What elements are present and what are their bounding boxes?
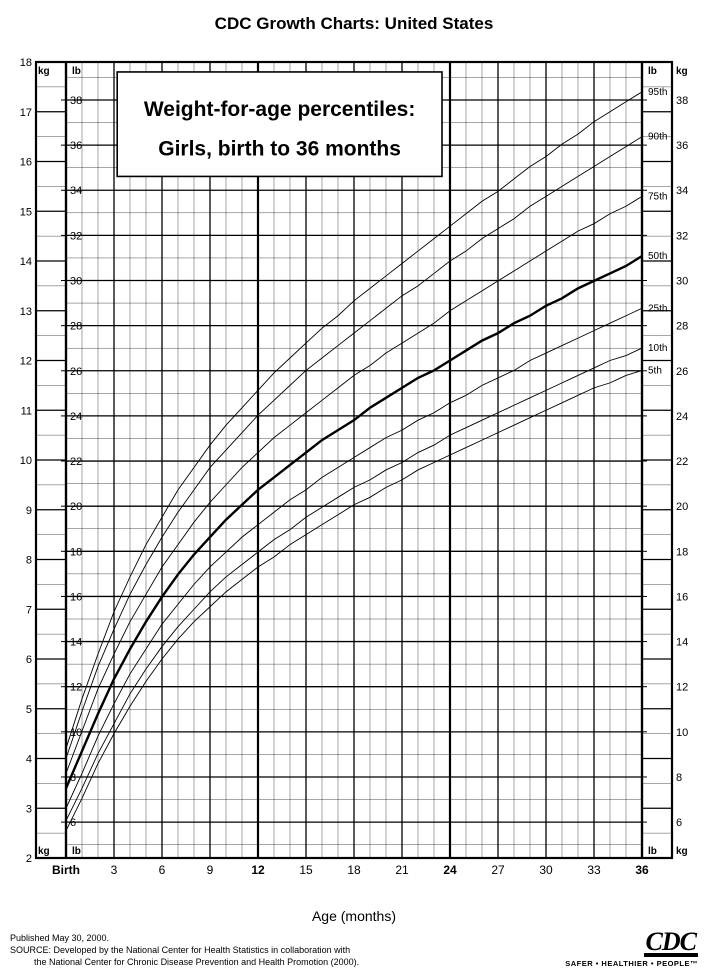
svg-text:6: 6 [70,817,76,829]
svg-text:38: 38 [676,95,688,107]
chart-svg: 5th10th25th50th75th90th95th2345678910111… [10,46,698,906]
svg-text:lb: lb [72,66,81,77]
svg-text:9: 9 [26,505,32,517]
svg-text:24: 24 [70,411,82,423]
svg-text:24: 24 [443,863,457,877]
svg-text:30: 30 [70,276,82,288]
svg-text:6: 6 [676,817,682,829]
footer: Published May 30, 2000. SOURCE: Develope… [10,930,698,968]
svg-text:8: 8 [676,772,682,784]
svg-text:Weight-for-age percentiles:: Weight-for-age percentiles: [144,98,415,121]
svg-text:34: 34 [676,185,688,197]
source-text: Published May 30, 2000. SOURCE: Develope… [10,933,359,968]
svg-text:16: 16 [676,591,688,603]
svg-text:10: 10 [676,727,688,739]
svg-text:6: 6 [26,654,32,666]
svg-text:12: 12 [20,356,32,368]
svg-text:3: 3 [26,803,32,815]
svg-text:kg: kg [38,66,50,77]
growth-chart: 5th10th25th50th75th90th95th2345678910111… [10,46,698,906]
svg-text:8: 8 [26,555,32,567]
svg-text:15: 15 [299,863,313,877]
svg-text:18: 18 [20,57,32,69]
svg-text:26: 26 [676,366,688,378]
cdc-logo-block: CDC SAFER • HEALTHIER • PEOPLE™ [565,930,698,968]
svg-text:33: 33 [587,863,601,877]
svg-text:11: 11 [21,405,32,417]
svg-text:36: 36 [70,140,82,152]
svg-text:9: 9 [207,863,214,877]
svg-text:2: 2 [26,853,32,865]
svg-text:14: 14 [676,637,688,649]
svg-text:38: 38 [70,95,82,107]
published-line: Published May 30, 2000. [10,933,359,945]
svg-text:10th: 10th [648,343,667,354]
svg-text:kg: kg [38,846,50,857]
svg-text:30: 30 [676,276,688,288]
svg-text:13: 13 [20,306,32,318]
source-line-1: SOURCE: Developed by the National Center… [10,945,359,957]
svg-text:7: 7 [26,604,32,616]
x-axis-label: Age (months) [10,908,698,924]
svg-text:20: 20 [70,501,82,513]
svg-text:lb: lb [648,846,657,857]
cdc-logo-icon: CDC [644,930,698,957]
svg-text:Birth: Birth [52,863,80,877]
svg-text:10: 10 [20,455,32,467]
svg-text:50th: 50th [648,251,667,262]
svg-text:32: 32 [676,230,688,242]
svg-text:18: 18 [676,546,688,558]
svg-text:12: 12 [70,682,82,694]
svg-text:18: 18 [70,546,82,558]
svg-text:14: 14 [70,637,82,649]
page-title: CDC Growth Charts: United States [10,14,698,34]
svg-text:75th: 75th [648,191,667,202]
svg-text:17: 17 [20,107,32,119]
svg-text:12: 12 [251,863,265,877]
svg-text:5th: 5th [648,365,662,376]
svg-text:22: 22 [70,456,82,468]
svg-text:28: 28 [676,321,688,333]
svg-text:lb: lb [72,846,81,857]
svg-text:16: 16 [20,157,32,169]
svg-text:32: 32 [70,230,82,242]
svg-text:24: 24 [676,411,688,423]
svg-text:4: 4 [26,754,32,766]
svg-text:lb: lb [648,66,657,77]
svg-text:34: 34 [70,185,82,197]
svg-text:15: 15 [20,206,32,218]
svg-text:14: 14 [20,256,32,268]
svg-text:36: 36 [635,863,649,877]
svg-text:5: 5 [26,704,32,716]
svg-text:18: 18 [347,863,361,877]
cdc-tagline: SAFER • HEALTHIER • PEOPLE™ [565,959,698,968]
svg-text:3: 3 [111,863,118,877]
svg-text:20: 20 [676,501,688,513]
svg-text:16: 16 [70,591,82,603]
svg-text:26: 26 [70,366,82,378]
svg-text:21: 21 [395,863,409,877]
svg-text:90th: 90th [648,132,667,143]
svg-text:8: 8 [70,772,76,784]
svg-text:kg: kg [676,846,688,857]
source-line-2: the National Center for Chronic Disease … [10,957,359,969]
svg-text:95th: 95th [648,87,667,98]
svg-text:25th: 25th [648,303,667,314]
svg-text:27: 27 [491,863,505,877]
svg-text:kg: kg [676,66,688,77]
svg-text:36: 36 [676,140,688,152]
svg-text:6: 6 [159,863,166,877]
svg-text:28: 28 [70,321,82,333]
svg-text:12: 12 [676,682,688,694]
svg-text:10: 10 [70,727,82,739]
svg-text:30: 30 [539,863,553,877]
svg-text:Girls, birth to 36 months: Girls, birth to 36 months [158,138,401,161]
svg-text:22: 22 [676,456,688,468]
